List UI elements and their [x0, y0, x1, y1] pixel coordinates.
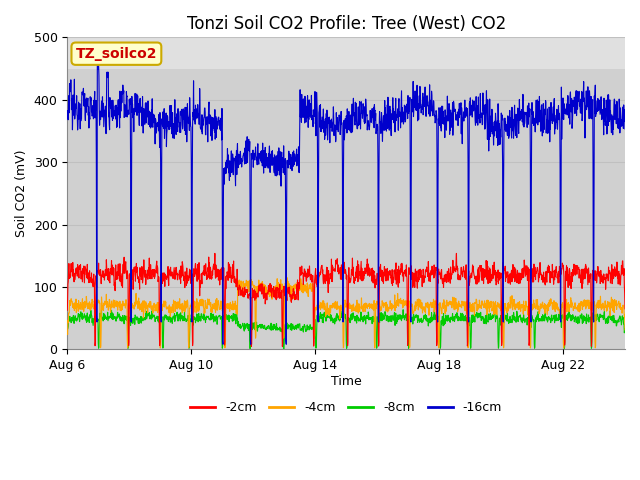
Bar: [67, 69, 625, 349]
Y-axis label: Soil CO2 (mV): Soil CO2 (mV): [15, 150, 28, 237]
Title: Tonzi Soil CO2 Profile: Tree (West) CO2: Tonzi Soil CO2 Profile: Tree (West) CO2: [186, 15, 506, 33]
Text: TZ_soilco2: TZ_soilco2: [76, 47, 157, 60]
Bar: [67, 37, 625, 69]
Legend: -2cm, -4cm, -8cm, -16cm: -2cm, -4cm, -8cm, -16cm: [186, 396, 507, 419]
X-axis label: Time: Time: [331, 375, 362, 388]
